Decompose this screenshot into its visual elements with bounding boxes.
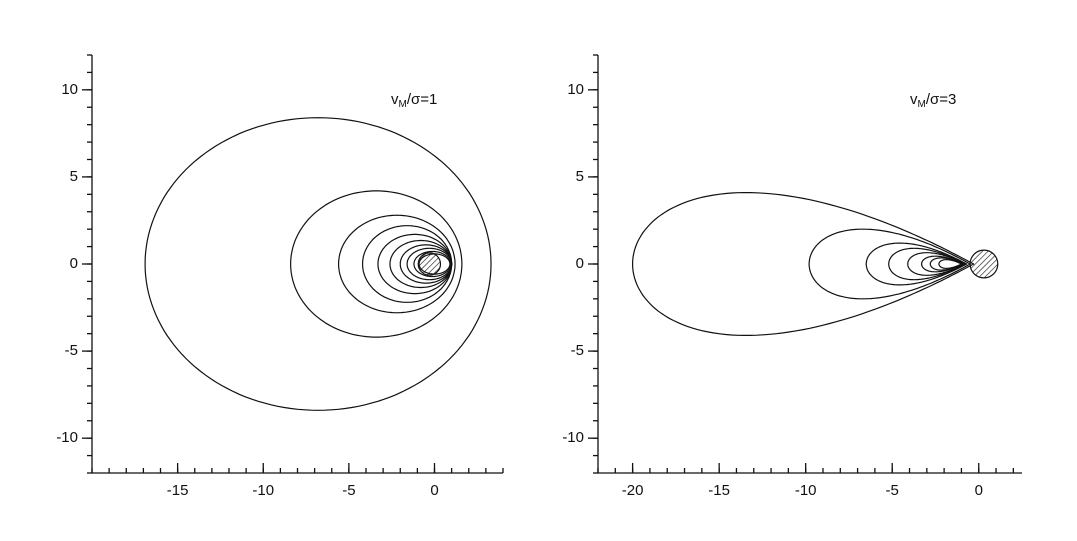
annotation-subscript: M [399, 99, 407, 110]
contour [631, 192, 975, 336]
annotation-suffix: /σ=1 [407, 91, 438, 108]
x-tick-label: -15 [167, 482, 189, 499]
panel: -15 -10 -5 0 -10 -5 0 5 10 vM/σ=1 [56, 54, 504, 499]
y-tick-label: 0 [576, 255, 584, 272]
annotation: vM/σ=3 [910, 91, 956, 110]
x-tick-label: 0 [975, 482, 983, 499]
contour [907, 252, 966, 276]
body [969, 249, 999, 279]
x-tick-label: 0 [430, 482, 438, 499]
y-tick-label: 5 [70, 168, 78, 185]
contour [413, 250, 452, 278]
annotation: vM/σ=1 [391, 91, 437, 110]
x-tick-label: -10 [252, 482, 274, 499]
contour [865, 242, 968, 286]
y-tick-label: -5 [571, 342, 584, 359]
contour [929, 257, 964, 271]
annotation-subscript: M [918, 99, 926, 110]
y-tick-label: -10 [562, 429, 584, 446]
y-tick-label: -10 [56, 429, 78, 446]
y-tick-label: 0 [70, 255, 78, 272]
x-tick-label: -10 [795, 482, 817, 499]
contour [808, 228, 971, 300]
x-tick-label: -5 [886, 482, 899, 499]
y-tick-label: 5 [576, 168, 584, 185]
contour [289, 190, 463, 338]
annotation-base: v [910, 91, 918, 108]
x-tick-label: -5 [342, 482, 355, 499]
axis-line [597, 55, 1022, 474]
contour [377, 233, 453, 295]
y-tick-label: -5 [65, 342, 78, 359]
body [417, 252, 442, 276]
contour [362, 225, 453, 303]
annotation-base: v [391, 91, 399, 108]
contour [389, 239, 453, 289]
annotation-suffix: /σ=3 [926, 91, 957, 108]
contour [938, 259, 963, 269]
x-tick-label: -15 [708, 482, 730, 499]
panel: -20 -15 -10 -5 0 -10 -5 0 5 10 vM/σ=3 [562, 54, 1022, 499]
y-tick-label: 10 [567, 81, 584, 98]
axis-line [91, 55, 503, 474]
y-tick-label: 10 [61, 81, 78, 98]
contour [399, 244, 453, 284]
x-tick-label: -20 [622, 482, 644, 499]
contour [338, 214, 456, 314]
contour [144, 117, 492, 411]
contour [406, 247, 453, 281]
